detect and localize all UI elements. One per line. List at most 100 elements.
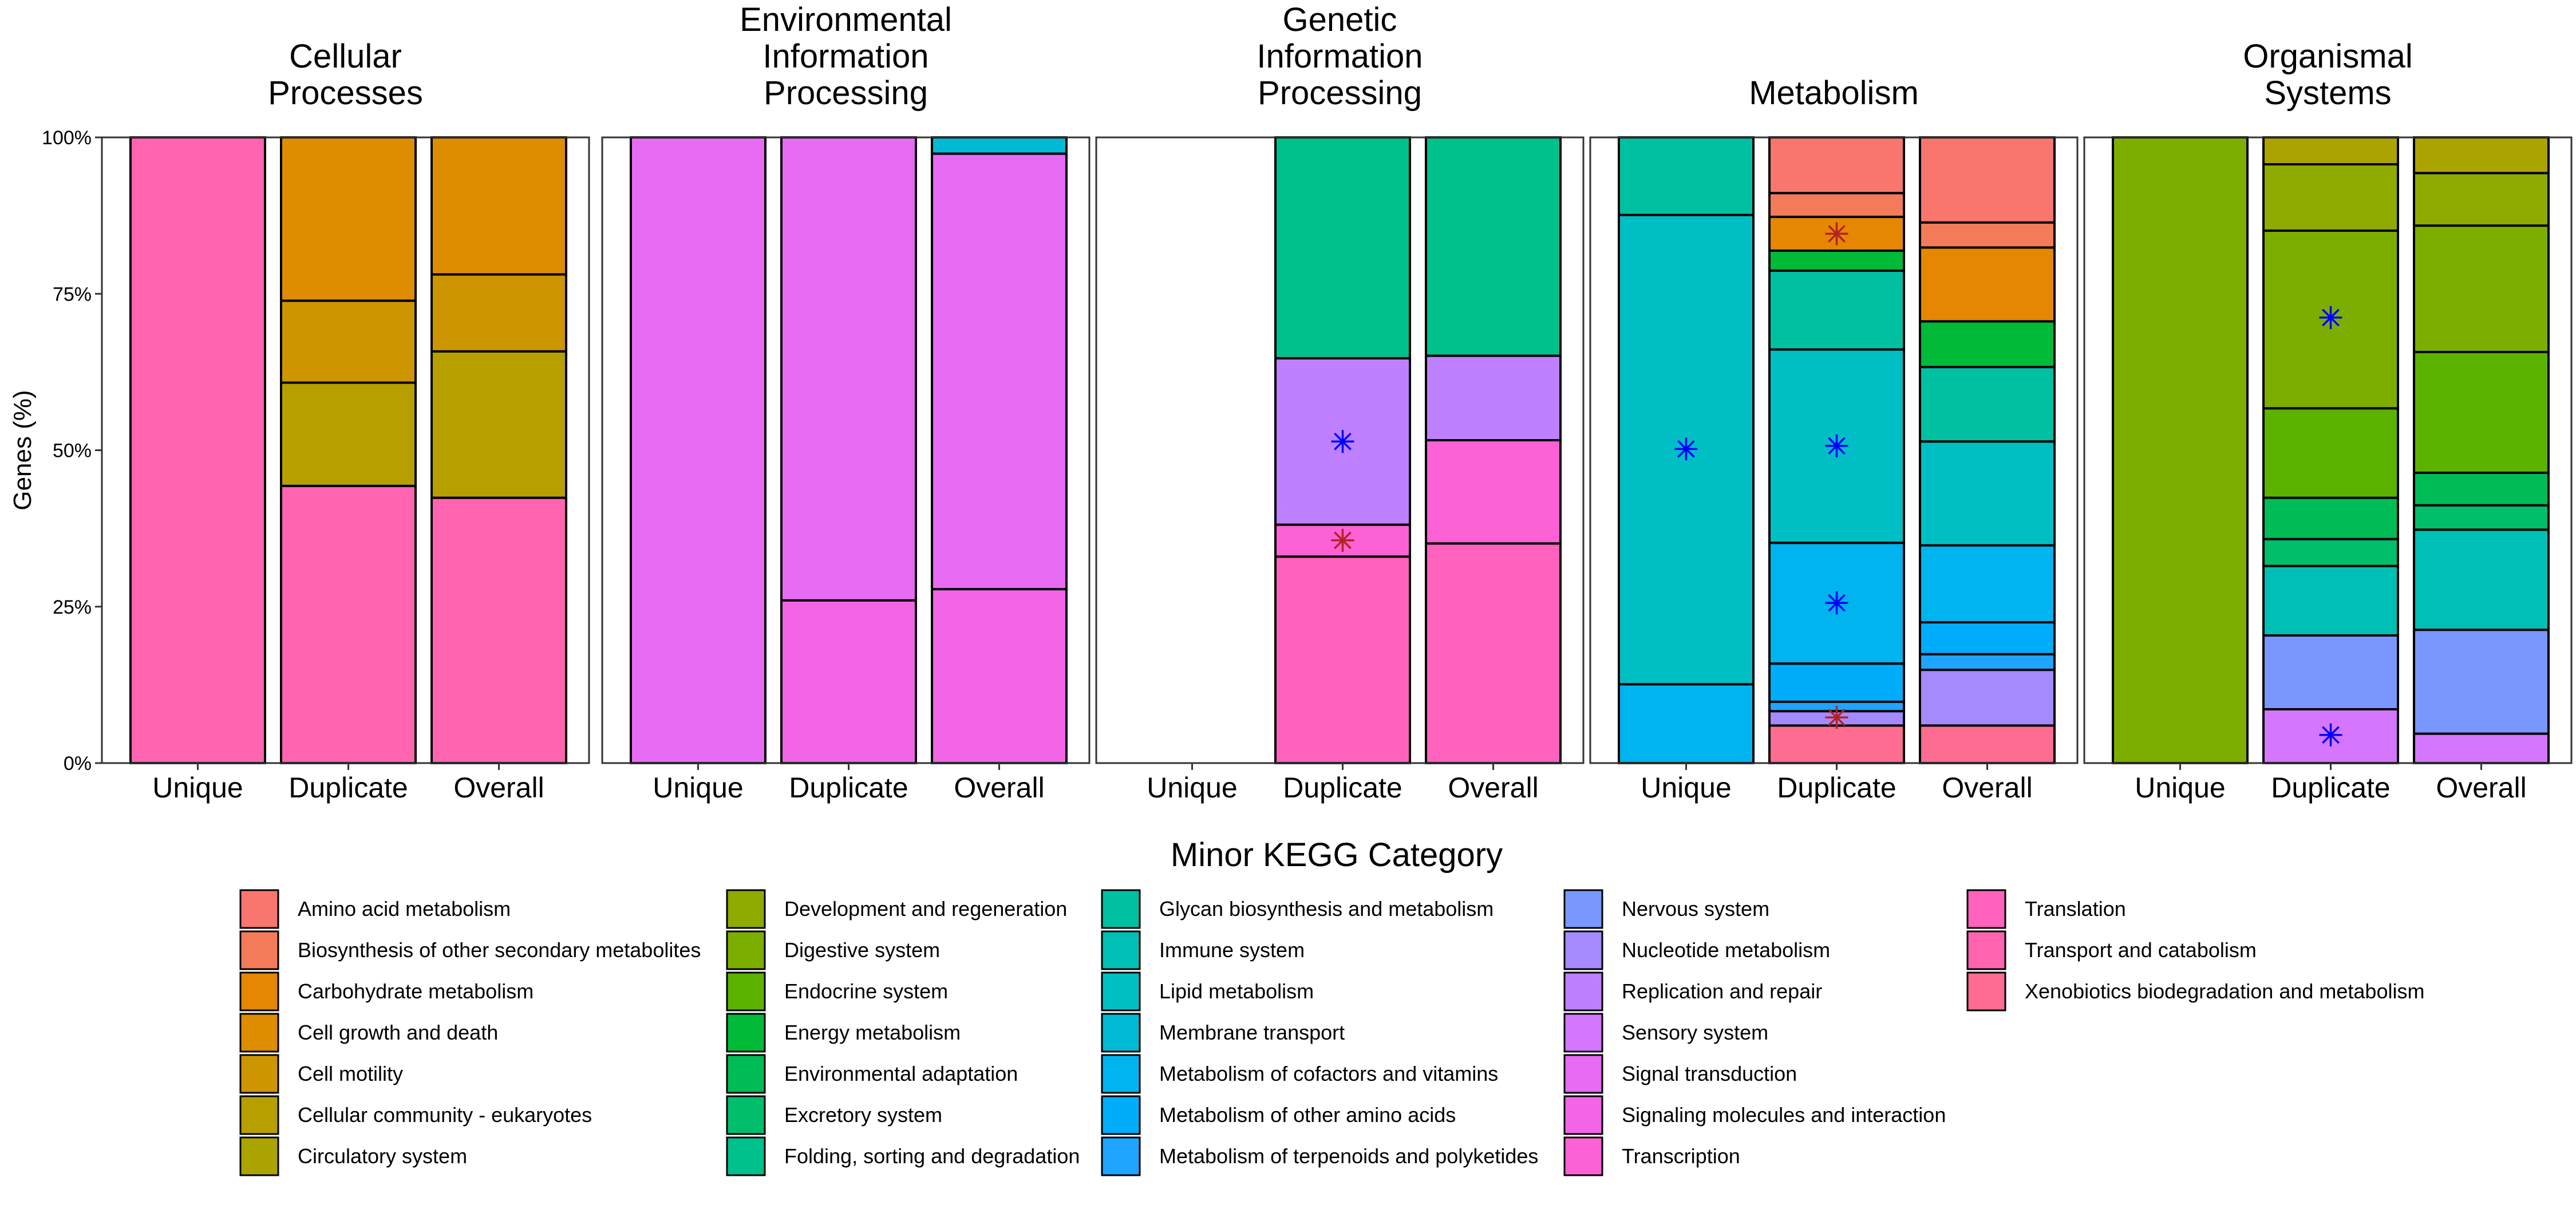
- bar-segment-overall-excretory-system: [2413, 504, 2550, 531]
- x-tick-label-unique: Unique: [1147, 772, 1237, 804]
- bar-segment-duplicate-cellular-community-eukaryotes: [280, 381, 417, 487]
- legend-item-metabolism-of-cofactors-and-vitamins: Metabolism of cofactors and vitamins: [1101, 1054, 1498, 1094]
- legend-swatch: [239, 1054, 279, 1094]
- star-stroke: [1677, 440, 1695, 458]
- bar-segment-overall-glycan-biosynthesis-and-metabolism: [1919, 366, 2056, 443]
- bar-segment-overall-transport-and-catabolism: [430, 496, 567, 764]
- legend-label: Cell growth and death: [298, 1021, 498, 1044]
- legend-swatch: [726, 971, 766, 1012]
- x-tick-label-duplicate: Duplicate: [289, 772, 408, 804]
- bar-segment-duplicate-immune-system: [2262, 564, 2399, 637]
- x-tick-label-overall: Overall: [2436, 772, 2526, 804]
- legend-item-cell-motility: Cell motility: [239, 1054, 403, 1094]
- legend-title: Minor KEGG Category: [1171, 836, 1503, 874]
- legend-swatch: [1101, 930, 1141, 970]
- x-tick-label-unique: Unique: [152, 772, 243, 804]
- legend-swatch: [726, 889, 766, 929]
- legend-label: Environmental adaptation: [784, 1062, 1018, 1085]
- bar-segment-overall-replication-and-repair: [1425, 354, 1562, 442]
- x-tick-label-overall: Overall: [1448, 772, 1538, 804]
- legend-swatch: [1563, 1013, 1603, 1053]
- bar-segment-overall-folding-sorting-and-degradation: [1425, 136, 1562, 357]
- legend-item-digestive-system: Digestive system: [726, 930, 940, 970]
- legend-swatch: [239, 930, 279, 970]
- legend-item-transcription: Transcription: [1563, 1136, 1740, 1176]
- y-tick-label: 75%: [53, 283, 92, 305]
- legend-swatch: [726, 1095, 766, 1135]
- panel-border: [101, 136, 590, 764]
- bar-segment-overall-cellular-community-eukaryotes: [430, 350, 567, 499]
- bar-segment-overall-xenobiotics-biodegradation-and-metabolism: [1919, 724, 2056, 765]
- legend-swatch: [239, 889, 279, 929]
- facet-title-line: Cellular: [289, 38, 402, 75]
- bar-segment-unique-glycan-biosynthesis-and-metabolism: [1618, 136, 1755, 216]
- facet-title-line: Processing: [1258, 74, 1422, 112]
- legend-label: Amino acid metabolism: [298, 897, 511, 920]
- significance-star-red: [1825, 706, 1848, 729]
- bar-segment-duplicate-xenobiotics-biodegradation-and-metabolism: [1768, 724, 1905, 765]
- bar-segment-overall-lipid-metabolism: [1919, 440, 2056, 547]
- legend-swatch: [1966, 889, 2006, 929]
- legend-label: Translation: [2025, 897, 2126, 920]
- legend-item-replication-and-repair: Replication and repair: [1563, 971, 1822, 1012]
- legend-label: Carbohydrate metabolism: [298, 979, 534, 1003]
- bar-segment-duplicate-development-and-regeneration: [2262, 163, 2399, 232]
- significance-star-blue: [1674, 437, 1698, 461]
- star-stroke: [2322, 309, 2340, 327]
- legend-item-cell-growth-and-death: Cell growth and death: [239, 1013, 498, 1053]
- bar-segment-unique-digestive-system: [2112, 136, 2249, 764]
- star-stroke: [1334, 432, 1352, 451]
- legend-item-carbohydrate-metabolism: Carbohydrate metabolism: [239, 971, 534, 1012]
- significance-star-blue: [1331, 430, 1354, 453]
- bar-segment-overall-cell-growth-and-death: [430, 136, 567, 276]
- bar-segment-unique-transport-and-catabolism: [129, 136, 266, 764]
- bar-segment-overall-metabolism-of-cofactors-and-vitamins: [1919, 544, 2056, 624]
- bar-segment-overall-environmental-adaptation: [2413, 471, 2550, 507]
- facet-title-line: Metabolism: [1749, 74, 1919, 112]
- bar-segment-overall-immune-system: [2413, 528, 2550, 631]
- legend-swatch: [1966, 971, 2006, 1012]
- facet-title-line: Information: [762, 38, 929, 75]
- legend-swatch: [1966, 930, 2006, 970]
- legend-label: Endocrine system: [784, 979, 948, 1003]
- panel-border: [601, 136, 1091, 764]
- bar-segment-overall-amino-acid-metabolism: [1919, 136, 2056, 224]
- legend-item-circulatory-system: Circulatory system: [239, 1136, 467, 1176]
- legend-item-signal-transduction: Signal transduction: [1563, 1054, 1797, 1094]
- legend-swatch: [1101, 1013, 1141, 1053]
- bar-segment-overall-digestive-system: [2413, 224, 2550, 353]
- legend-item-biosynthesis-of-other-secondary-metabolites: Biosynthesis of other secondary metaboli…: [239, 930, 701, 970]
- bar-segment-duplicate-folding-sorting-and-degradation: [1274, 136, 1411, 359]
- bar-segment-duplicate-energy-metabolism: [1768, 249, 1905, 272]
- legend-item-glycan-biosynthesis-and-metabolism: Glycan biosynthesis and metabolism: [1101, 889, 1494, 929]
- legend-swatch: [1563, 1136, 1603, 1176]
- bar-segment-overall-metabolism-of-other-amino-acids: [1919, 621, 2056, 655]
- legend-swatch: [1101, 1095, 1141, 1135]
- legend-label: Xenobiotics biodegradation and metabolis…: [2025, 979, 2424, 1003]
- bar-segment-overall-membrane-transport: [931, 136, 1068, 155]
- significance-star-blue: [2319, 723, 2342, 746]
- x-tick-label-unique: Unique: [1641, 772, 1731, 804]
- legend-swatch: [1101, 971, 1141, 1012]
- facet-title-line: Systems: [2264, 74, 2391, 112]
- bar-segment-overall-circulatory-system: [2413, 136, 2550, 175]
- bar-segment-overall-development-and-regeneration: [2413, 172, 2550, 227]
- facet-title-line: Processes: [268, 74, 423, 112]
- bar-segment-duplicate-cell-motility: [280, 299, 417, 384]
- y-tick-label: 0%: [64, 753, 92, 775]
- bar-segment-overall-metabolism-of-terpenoids-and-polyketides: [1919, 653, 2056, 671]
- bar-segment-duplicate-transport-and-catabolism: [280, 484, 417, 765]
- y-axis-title: Genes (%): [9, 390, 37, 510]
- significance-star-red: [1825, 222, 1848, 246]
- legend-label: Nervous system: [1622, 897, 1769, 920]
- legend-label: Sensory system: [1622, 1021, 1768, 1044]
- legend-item-lipid-metabolism: Lipid metabolism: [1101, 971, 1314, 1012]
- legend-item-metabolism-of-other-amino-acids: Metabolism of other amino acids: [1101, 1095, 1456, 1135]
- legend-label: Glycan biosynthesis and metabolism: [1159, 897, 1494, 920]
- facet-panel-metabolism: Metabolism Unique Duplicate Overall: [1589, 74, 2079, 804]
- bar-segment-overall-carbohydrate-metabolism: [1919, 246, 2056, 323]
- legend-swatch: [1101, 1054, 1141, 1094]
- bar-segment-duplicate-signal-transduction: [780, 136, 917, 602]
- y-tick-label: 25%: [53, 596, 92, 618]
